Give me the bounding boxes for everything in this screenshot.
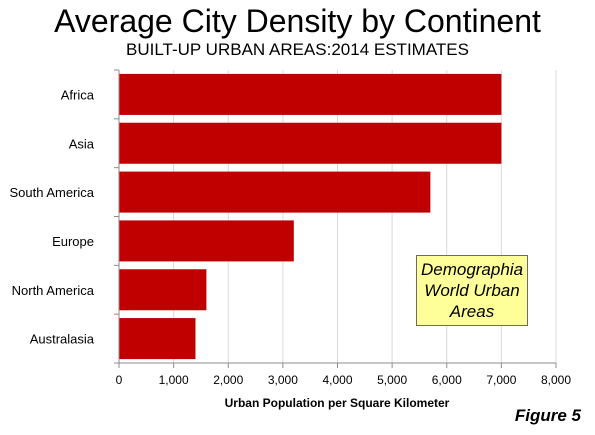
gridlines — [173, 70, 557, 363]
bar-europe — [119, 220, 294, 262]
chart-title: Average City Density by Continent — [54, 3, 541, 39]
bar-africa — [119, 73, 502, 115]
x-tick-label: 1,000 — [159, 373, 189, 387]
axes — [114, 69, 557, 368]
source-annotation-box: Demographia World Urban Areas — [416, 255, 528, 326]
annotation-line-2: World Urban — [424, 281, 520, 300]
bar-north-america — [119, 269, 207, 311]
annotation-line-1: Demographia — [420, 260, 524, 279]
category-label: Africa — [61, 87, 95, 102]
category-label: Asia — [69, 136, 95, 151]
bars — [119, 73, 502, 360]
annotation-line-3: Areas — [449, 302, 495, 321]
x-tick-label: 0 — [116, 373, 123, 387]
x-tick-label: 2,000 — [213, 373, 243, 387]
bar-asia — [119, 122, 502, 164]
x-tick-label: 5,000 — [377, 373, 407, 387]
x-tick-label: 6,000 — [432, 373, 462, 387]
labels: 0 1,000 2,000 3,000 4,000 5,000 6,000 7,000 8,00… — [9, 87, 571, 387]
chart-subtitle: BUILT-UP URBAN AREAS:2014 ESTIMATES — [126, 40, 469, 59]
bar-australasia — [119, 318, 196, 360]
x-tick-label: 4,000 — [322, 373, 352, 387]
x-tick-label: 7,000 — [486, 373, 516, 387]
x-tick-label: 8,000 — [541, 373, 571, 387]
bar-south-america — [119, 171, 431, 213]
category-label: Europe — [52, 234, 94, 249]
category-label: South America — [9, 185, 94, 200]
x-axis-title: Urban Population per Square Kilometer — [225, 396, 450, 410]
figure-label: Figure 5 — [514, 406, 581, 425]
category-label: North America — [12, 283, 95, 298]
x-tick-label: 3,000 — [268, 373, 298, 387]
category-label: Australasia — [30, 332, 95, 347]
